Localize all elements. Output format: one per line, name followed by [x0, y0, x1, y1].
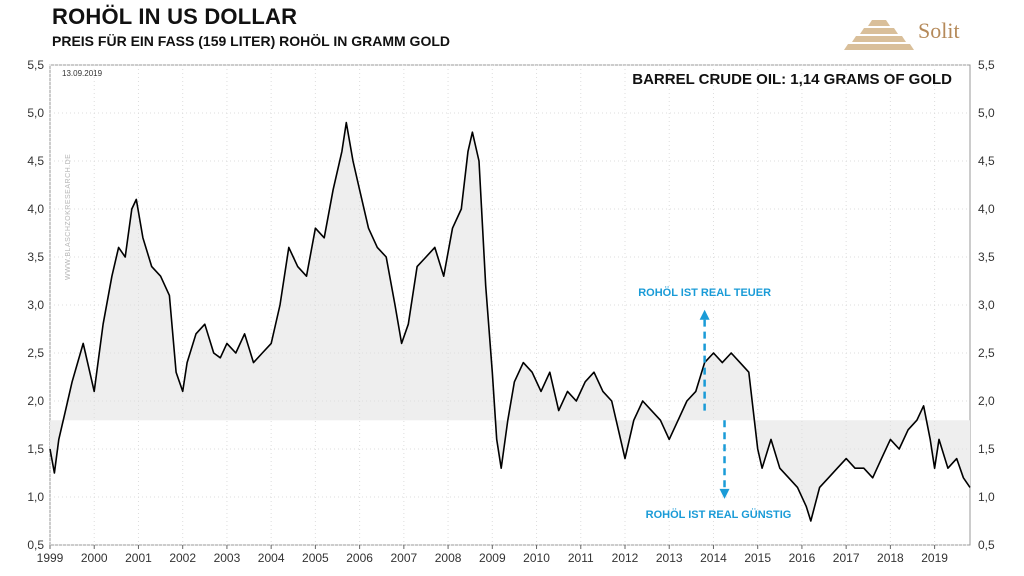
x-tick-label: 2007: [390, 551, 417, 565]
x-tick-label: 2011: [568, 551, 594, 565]
y-tick-label-left: 4,5: [27, 154, 44, 168]
x-tick-label: 2006: [346, 551, 373, 565]
y-tick-label-right: 3,0: [978, 298, 995, 312]
y-axis-left: 0,5 1,0 1,5 2,0 2,5 3,0 3,5 4,0 4,5 5,0 5,5: [27, 58, 44, 552]
x-tick-label: 2001: [125, 551, 152, 565]
x-tick-label: 2017: [833, 551, 860, 565]
annotation-expensive: ROHÖL IST REAL TEUER: [638, 286, 771, 299]
y-tick-label-right: 1,5: [978, 442, 995, 456]
annotation-cheap: ROHÖL IST REAL GÜNSTIG: [646, 508, 792, 521]
x-tick-label: 2000: [81, 551, 108, 565]
y-tick-label-left: 1,0: [27, 490, 44, 504]
y-tick-label-right: 2,0: [978, 394, 995, 408]
x-tick-label: 2008: [435, 551, 462, 565]
x-tick-label: 2016: [789, 551, 816, 565]
x-tick-label: 2010: [523, 551, 550, 565]
y-tick-label-left: 1,5: [27, 442, 44, 456]
y-tick-label-left: 4,0: [27, 202, 44, 216]
x-tick-label: 2015: [744, 551, 771, 565]
y-tick-label-left: 5,0: [27, 106, 44, 120]
grid: [49, 64, 970, 546]
y-tick-label-left: 2,5: [27, 346, 44, 360]
x-tick-label: 1999: [37, 551, 64, 565]
y-tick-label-left: 5,5: [27, 58, 44, 72]
y-tick-label-left: 2,0: [27, 394, 44, 408]
x-tick-label: 2002: [169, 551, 196, 565]
y-tick-label-right: 5,5: [978, 58, 995, 72]
y-axis-right: 0,5 1,0 1,5 2,0 2,5 3,0 3,5 4,0 4,5 5,0 5,5: [978, 58, 995, 552]
x-tick-label: 2005: [302, 551, 329, 565]
y-tick-label-right: 0,5: [978, 538, 995, 552]
y-tick-label-right: 1,0: [978, 490, 995, 504]
y-tick-label-right: 4,0: [978, 202, 995, 216]
arrow-up-icon: [699, 309, 710, 320]
y-tick-label-right: 2,5: [978, 346, 995, 360]
y-tick-label-left: 0,5: [27, 538, 44, 552]
solit-logo-icon: [844, 20, 914, 50]
x-tick-label: 2004: [258, 551, 285, 565]
headline-value: BARREL CRUDE OIL: 1,14 GRAMS OF GOLD: [632, 71, 952, 88]
x-tick-label: 2003: [214, 551, 241, 565]
brand-name: Solit: [918, 18, 960, 43]
date-label: 13.09.2019: [62, 69, 103, 78]
y-tick-label-right: 4,5: [978, 154, 995, 168]
x-tick-label: 2019: [921, 551, 948, 565]
y-tick-label-right: 3,5: [978, 250, 995, 264]
x-tick-label: 2014: [700, 551, 727, 565]
x-axis: 1999 2000 2001 2002 2003 2004 2005 2006 2007 2008…: [37, 545, 948, 565]
x-tick-label: 2012: [612, 551, 639, 565]
y-tick-label-right: 5,0: [978, 106, 995, 120]
y-tick-label-left: 3,0: [27, 298, 44, 312]
annotations: ROHÖL IST REAL TEUER ROHÖL IST REAL GÜNS…: [638, 286, 791, 521]
series-line: [49, 121, 971, 522]
arrow-down-icon: [719, 488, 730, 499]
chart-subtitle: PREIS FÜR EIN FASS (159 LITER) ROHÖL IN …: [52, 33, 450, 49]
x-tick-label: 2018: [877, 551, 904, 565]
x-tick-label: 2013: [656, 551, 683, 565]
y-tick-label-left: 3,5: [27, 250, 44, 264]
watermark: WWW.BLASCHZOKRESEARCH.DE: [65, 154, 72, 280]
x-tick-label: 2009: [479, 551, 506, 565]
chart-title: ROHÖL IN US DOLLAR: [52, 4, 298, 29]
